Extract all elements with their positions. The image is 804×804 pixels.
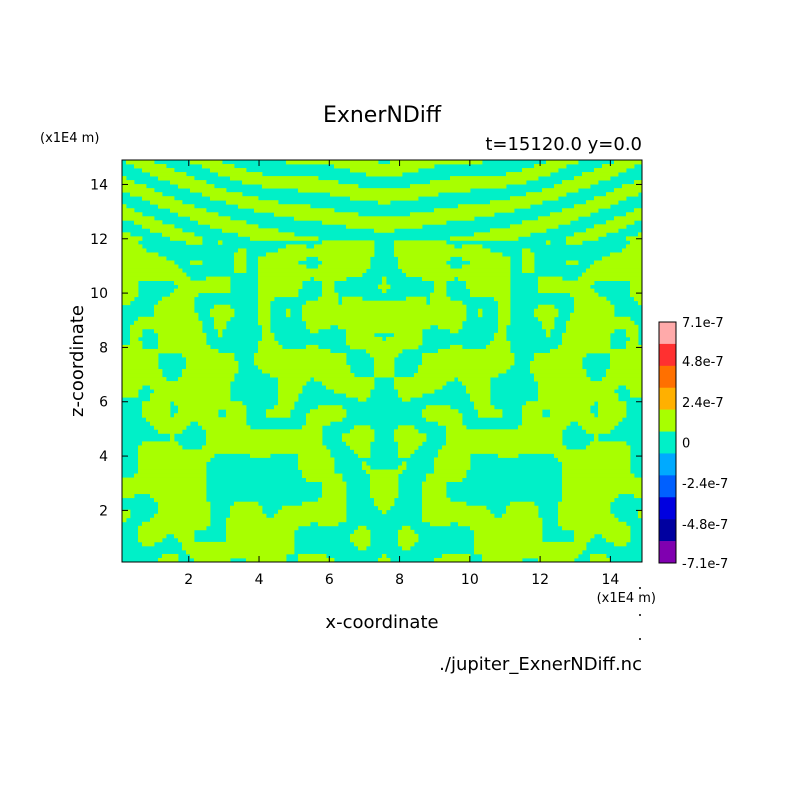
colorbar-label: -7.1e-7 bbox=[682, 557, 728, 572]
x-tick-label: 6 bbox=[325, 572, 334, 588]
colorbar-swatch bbox=[659, 387, 676, 410]
colorbar-swatch bbox=[659, 497, 676, 520]
chart-subtitle: t=15120.0 y=0.0 bbox=[485, 134, 642, 155]
colorbar-label: 7.1e-7 bbox=[682, 316, 724, 331]
colorbar-frame bbox=[658, 321, 677, 564]
colorbar-swatch bbox=[659, 365, 676, 389]
colorbar-swatch bbox=[659, 322, 676, 345]
heatmap-field bbox=[122, 160, 642, 562]
x-tick-label: 4 bbox=[255, 572, 264, 588]
colorbar-swatch bbox=[659, 519, 676, 542]
y-tick-label: 12 bbox=[90, 232, 108, 248]
y-tick-label: 4 bbox=[99, 449, 108, 465]
colorbar: 7.1e-7 4.8e-7 2.4e-7 0 -2.4e-7 -4.8e-7 -7.1e-7 bbox=[658, 316, 728, 572]
y-tick-label: 2 bbox=[99, 503, 108, 519]
colorbar-swatch bbox=[659, 453, 676, 476]
source-marks bbox=[639, 587, 641, 640]
y-tick-label: 8 bbox=[99, 340, 108, 356]
colorbar-swatch bbox=[659, 409, 676, 432]
y-unit-label: (x1E4 m) bbox=[40, 131, 99, 146]
colorbar-swatch bbox=[659, 431, 676, 454]
positive-regions bbox=[122, 160, 642, 562]
x-axis: 2 4 6 8 10 12 14 bbox=[184, 160, 619, 588]
x-tick-label: 10 bbox=[461, 572, 479, 588]
x-tick-label: 12 bbox=[531, 572, 549, 588]
colorbar-swatch bbox=[659, 541, 676, 564]
y-axis: 2 4 6 8 10 12 14 bbox=[90, 177, 642, 519]
colorbar-swatch bbox=[659, 475, 676, 498]
colorbar-label: 2.4e-7 bbox=[682, 396, 724, 411]
y-tick-label: 6 bbox=[99, 395, 108, 411]
colorbar-label: 0 bbox=[682, 437, 690, 452]
y-axis-label: z-coordinate bbox=[67, 305, 88, 417]
colorbar-label: -4.8e-7 bbox=[682, 518, 728, 533]
colorbar-swatch bbox=[659, 343, 676, 367]
x-axis-label: x-coordinate bbox=[325, 612, 438, 633]
chart-title: ExnerNDiff bbox=[323, 103, 442, 128]
x-tick-label: 8 bbox=[395, 572, 404, 588]
x-unit-label: (x1E4 m) bbox=[597, 591, 656, 606]
colorbar-label: 4.8e-7 bbox=[682, 355, 724, 370]
x-tick-label: 2 bbox=[184, 572, 193, 588]
plot-frame bbox=[121, 159, 643, 563]
y-tick-label: 14 bbox=[90, 177, 108, 193]
source-filename: ./jupiter_ExnerNDiff.nc bbox=[439, 654, 642, 675]
colorbar-label: -2.4e-7 bbox=[682, 477, 728, 492]
x-tick-label: 14 bbox=[601, 572, 619, 588]
y-tick-label: 10 bbox=[90, 286, 108, 302]
